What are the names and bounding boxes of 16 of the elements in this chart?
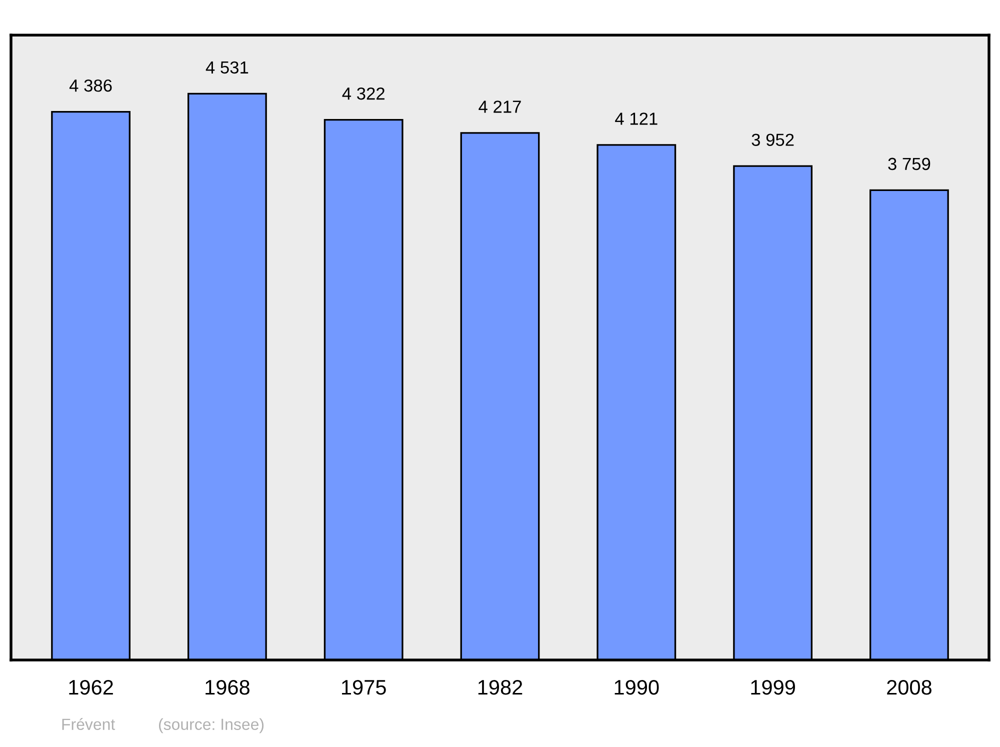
x-tick-label: 1975 <box>342 680 386 695</box>
data-label: 4 322 <box>342 87 384 100</box>
data-label: 3 952 <box>752 134 794 146</box>
data-label: 3 759 <box>888 158 930 170</box>
x-tick-label: 1999 <box>751 680 795 695</box>
x-tick-label: 1990 <box>614 680 659 695</box>
text: Frévent <box>62 718 116 730</box>
data-label: 4 121 <box>615 112 658 125</box>
x-tick-label: 1962 <box>69 680 113 695</box>
x-tick-label: 1982 <box>478 680 522 695</box>
text: (source: Insee) <box>158 718 264 734</box>
x-tick-label: 2008 <box>887 680 932 695</box>
x-tick-label: 1968 <box>206 680 250 695</box>
data-label: 4 531 <box>206 61 248 74</box>
data-label: 4 217 <box>478 100 521 113</box>
data-label: 4 386 <box>69 79 112 92</box>
